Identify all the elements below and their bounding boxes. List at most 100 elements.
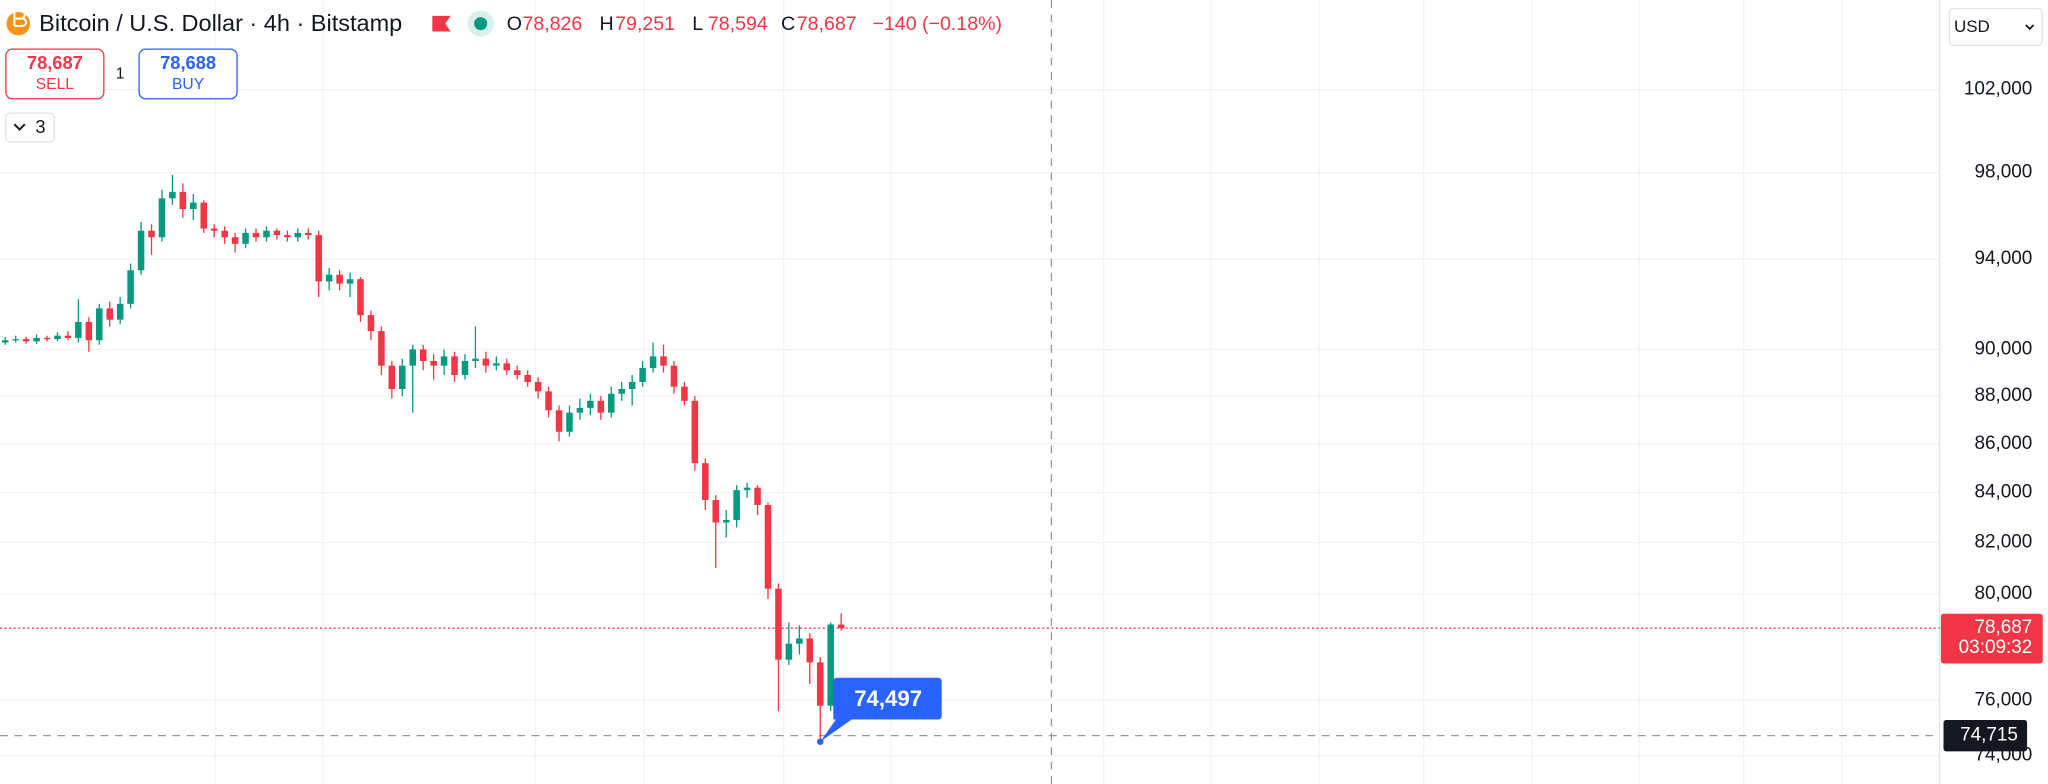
candle-body bbox=[273, 230, 281, 236]
quantity[interactable]: 1 bbox=[116, 66, 125, 83]
candle-body bbox=[545, 391, 552, 411]
ohlc-value: 79,251 bbox=[615, 13, 675, 35]
candle-body bbox=[827, 624, 834, 706]
candle-body bbox=[388, 365, 396, 390]
candle-body bbox=[608, 393, 615, 413]
candle-body bbox=[493, 363, 500, 366]
candle-body bbox=[22, 339, 30, 342]
candle-body bbox=[796, 638, 803, 644]
candle-body bbox=[660, 356, 667, 366]
candle-body bbox=[179, 191, 187, 210]
sell-price: 78,687 bbox=[27, 52, 83, 73]
candle-body bbox=[367, 315, 375, 332]
candle-body bbox=[158, 198, 166, 238]
candle-body bbox=[336, 274, 343, 284]
candle-body bbox=[566, 412, 573, 432]
last-price-label: 78,687 bbox=[1974, 617, 2032, 638]
bitcoin-glyph bbox=[13, 10, 28, 28]
candle-body bbox=[754, 487, 761, 505]
candle-body bbox=[263, 230, 270, 238]
candle-body bbox=[169, 191, 176, 199]
buy-button[interactable] bbox=[138, 48, 238, 100]
indicators-toggle[interactable] bbox=[5, 112, 55, 143]
candle-body bbox=[116, 303, 124, 320]
ohlc-label: H bbox=[600, 13, 614, 35]
candle-body bbox=[513, 370, 521, 375]
candle-body bbox=[85, 321, 93, 341]
y-tick-label: 98,000 bbox=[1974, 162, 2032, 183]
currency: USD bbox=[1954, 17, 1990, 36]
candle-body bbox=[806, 638, 814, 663]
low-callout-box bbox=[820, 677, 942, 742]
candle-body bbox=[649, 356, 657, 368]
candle-body bbox=[628, 381, 636, 390]
candle-body bbox=[64, 335, 72, 338]
ohlc-label: O bbox=[507, 13, 522, 35]
candle-body bbox=[221, 230, 228, 238]
candle-body bbox=[576, 407, 584, 413]
ohlc-value: 78,594 bbox=[708, 13, 768, 35]
candle-body bbox=[587, 400, 594, 408]
candle-body bbox=[712, 500, 720, 523]
countdown: 03:09:32 bbox=[1959, 637, 2033, 658]
candle-body bbox=[461, 361, 469, 375]
candle-body bbox=[597, 400, 605, 413]
candle-body bbox=[137, 230, 145, 271]
candle-body bbox=[837, 624, 845, 629]
sell-button[interactable] bbox=[5, 48, 105, 100]
candle-body bbox=[618, 389, 625, 394]
candle-body bbox=[325, 274, 333, 282]
candle-body bbox=[555, 410, 563, 432]
candle-body bbox=[106, 308, 113, 320]
candle-body bbox=[284, 235, 291, 238]
candle-body bbox=[419, 349, 427, 362]
candle-body bbox=[743, 487, 751, 491]
y-tick-label: 86,000 bbox=[1974, 433, 2032, 454]
candle-body bbox=[702, 463, 709, 501]
y-tick-label: 82,000 bbox=[1974, 532, 2032, 553]
candle-body bbox=[33, 337, 40, 342]
candle-body bbox=[764, 504, 772, 589]
candle-body bbox=[242, 232, 249, 244]
candle-body bbox=[96, 308, 103, 341]
ohlc-label: L bbox=[692, 13, 703, 35]
candle-body bbox=[127, 270, 134, 304]
candle-body bbox=[315, 235, 322, 282]
candle-body bbox=[440, 356, 448, 366]
candle-body bbox=[399, 365, 406, 390]
currency-select[interactable] bbox=[1948, 7, 2043, 46]
candle-body bbox=[1, 340, 9, 343]
low-callout-label: 74,497 bbox=[854, 686, 922, 711]
candle-body bbox=[148, 230, 155, 238]
y-tick-label: 102,000 bbox=[1964, 79, 2032, 100]
candle-body bbox=[75, 321, 82, 338]
indicators-count: 3 bbox=[35, 116, 45, 137]
flag-icon[interactable] bbox=[432, 15, 451, 32]
ohlc-label: C bbox=[781, 13, 795, 35]
y-tick-label: 94,000 bbox=[1974, 248, 2032, 269]
candle-body bbox=[210, 228, 218, 231]
candle-body bbox=[785, 643, 793, 660]
candle-body bbox=[451, 356, 458, 375]
candle-body bbox=[190, 202, 197, 210]
candle-body bbox=[12, 339, 19, 341]
candle-body bbox=[524, 374, 531, 382]
candle-body bbox=[200, 202, 208, 229]
change: −140 (−0.18%) bbox=[872, 13, 1002, 35]
candle-body bbox=[378, 331, 385, 366]
candle-body bbox=[816, 662, 824, 706]
y-tick-label: 90,000 bbox=[1974, 338, 2032, 359]
candle-body bbox=[54, 335, 61, 340]
candle-body bbox=[503, 363, 511, 371]
chevron bbox=[2025, 24, 2035, 31]
symbol-title: Bitcoin / U.S. Dollar · 4h · Bitstamp bbox=[39, 10, 402, 36]
ohlc-value: 78,826 bbox=[522, 13, 582, 35]
candle-body bbox=[252, 232, 260, 238]
candle-body bbox=[304, 232, 312, 236]
vertical-grid bbox=[214, 0, 1843, 784]
last-price-tag bbox=[1940, 613, 2043, 664]
candle-body bbox=[294, 232, 302, 238]
candle-body bbox=[733, 490, 740, 520]
